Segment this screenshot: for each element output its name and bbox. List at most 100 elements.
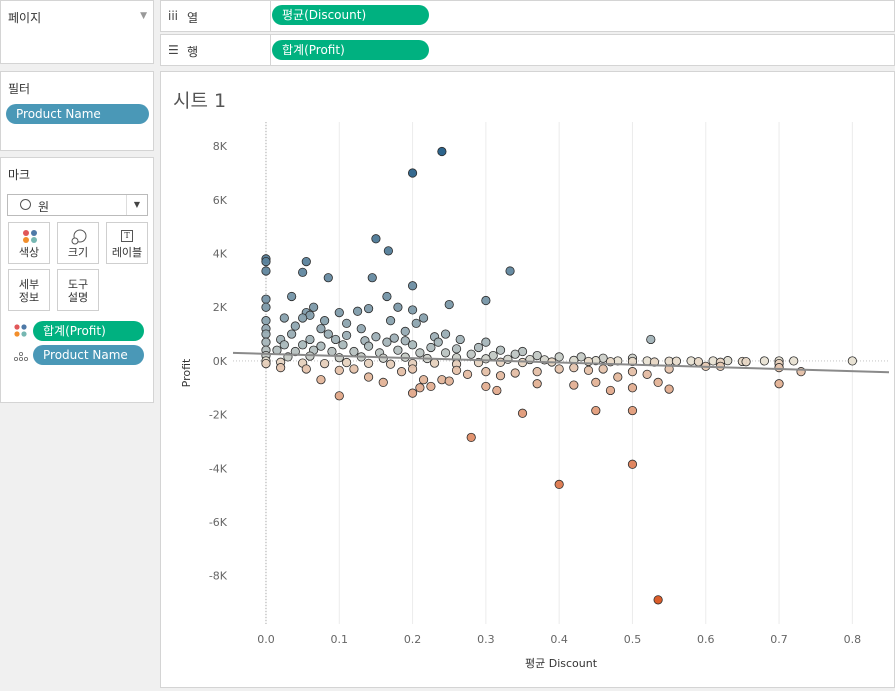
data-point [627, 383, 638, 393]
data-point [363, 341, 374, 351]
data-point [418, 313, 429, 323]
tooltip-button-label: 도구 설명 [58, 278, 98, 304]
data-point [569, 380, 579, 390]
data-point [400, 326, 410, 336]
data-point [261, 329, 271, 339]
data-point [342, 330, 352, 341]
data-point [393, 345, 403, 355]
columns-shelf[interactable]: iii 열 평균(Discount) [160, 0, 895, 32]
data-point [671, 356, 682, 366]
data-point [554, 364, 564, 374]
chevron-down-icon: ▼ [126, 195, 147, 215]
data-point [383, 246, 393, 256]
data-point [316, 324, 326, 334]
data-point [301, 364, 311, 374]
x-tick-label: 0.2 [404, 633, 422, 646]
circle-outline-icon [20, 199, 31, 210]
data-point [455, 334, 465, 345]
data-point [495, 345, 506, 355]
data-point [481, 337, 491, 347]
data-point [664, 384, 674, 394]
data-point [407, 305, 418, 315]
label-button-label: 레이블 [111, 246, 143, 259]
x-tick-label: 0.7 [770, 633, 788, 646]
data-point [532, 367, 542, 377]
marks-color-pill[interactable]: 합계(Profit) [33, 321, 144, 341]
data-point [462, 369, 473, 379]
size-icon [71, 229, 87, 245]
data-point [338, 340, 348, 350]
data-point [741, 357, 751, 367]
label-button[interactable]: T 레이블 [106, 222, 148, 264]
filters-title: 필터 [8, 82, 31, 96]
data-point [349, 346, 359, 357]
data-point [605, 385, 616, 396]
data-point [532, 379, 542, 389]
data-point [371, 332, 381, 342]
data-point [261, 266, 271, 276]
data-point [363, 372, 374, 382]
data-point [407, 340, 418, 350]
data-point [554, 352, 564, 362]
data-point [510, 368, 520, 378]
mark-type-select[interactable]: 원 ▼ [7, 194, 148, 216]
scatter-chart[interactable]: 8K 6K 4K 2K 0K -2K -4K -6K -8K 0.0 0.1 0.2 0.3 0.4 0.5… [161, 72, 894, 687]
filter-pill-product-name[interactable]: Product Name [6, 104, 149, 124]
size-button[interactable]: 크기 [57, 222, 99, 264]
y-tick-label: 8K [213, 140, 228, 153]
x-tick-label: 0.6 [697, 633, 715, 646]
data-point [481, 367, 491, 377]
data-point [371, 234, 381, 244]
mark-type-label: 원 [38, 200, 50, 214]
x-tick-label: 0.3 [477, 633, 495, 646]
rows-shelf[interactable]: ☰ 행 합계(Profit) [160, 34, 895, 66]
color-button[interactable]: 색상 [8, 222, 50, 264]
data-point [789, 356, 799, 366]
columns-label: 열 [187, 11, 199, 25]
detail-button-label: 세부 정보 [9, 278, 49, 304]
data-point [492, 385, 502, 396]
data-point [440, 348, 451, 358]
data-point [627, 459, 638, 469]
data-point [320, 316, 330, 326]
data-point [378, 377, 388, 387]
data-point [279, 340, 289, 350]
data-point [349, 364, 359, 374]
x-tick-label: 0.0 [257, 633, 275, 646]
data-point [642, 369, 652, 379]
detail-dots-icon [13, 352, 28, 361]
data-point [327, 346, 337, 357]
data-point [342, 357, 352, 368]
data-point [334, 353, 344, 363]
data-point [334, 365, 344, 375]
x-tick-label: 0.1 [331, 633, 349, 646]
pages-shelf[interactable]: 페이지 ▼ [0, 0, 154, 64]
data-point [385, 316, 396, 326]
data-point [393, 302, 403, 312]
data-point [334, 307, 344, 318]
data-point [510, 349, 520, 359]
y-tick-label: -8K [209, 570, 228, 583]
marks-title: 마크 [8, 168, 31, 182]
data-point [440, 329, 451, 339]
pages-dropdown-icon[interactable]: ▼ [140, 11, 147, 21]
data-point [583, 365, 594, 375]
tooltip-label-line-2: 설명 [67, 291, 89, 304]
rows-pill[interactable]: 합계(Profit) [272, 40, 429, 60]
x-tick-label: 0.5 [624, 633, 642, 646]
tooltip-button[interactable]: 도구 설명 [57, 269, 99, 311]
y-tick-label: 2K [213, 301, 228, 314]
data-point [316, 375, 326, 385]
columns-pill[interactable]: 평균(Discount) [272, 5, 429, 25]
data-point [517, 357, 528, 368]
filters-shelf[interactable]: 필터 Product Name [0, 71, 154, 151]
data-point [261, 294, 271, 304]
detail-button[interactable]: 세부 정보 [8, 269, 50, 311]
columns-shelf-label: iii 열 [161, 1, 271, 31]
data-point [505, 266, 515, 276]
data-point [418, 375, 429, 385]
y-tick-label: 4K [213, 248, 228, 261]
y-tick-label: -4K [209, 462, 228, 475]
marks-detail-pill[interactable]: Product Name [33, 345, 144, 365]
columns-icon: iii [168, 9, 179, 23]
